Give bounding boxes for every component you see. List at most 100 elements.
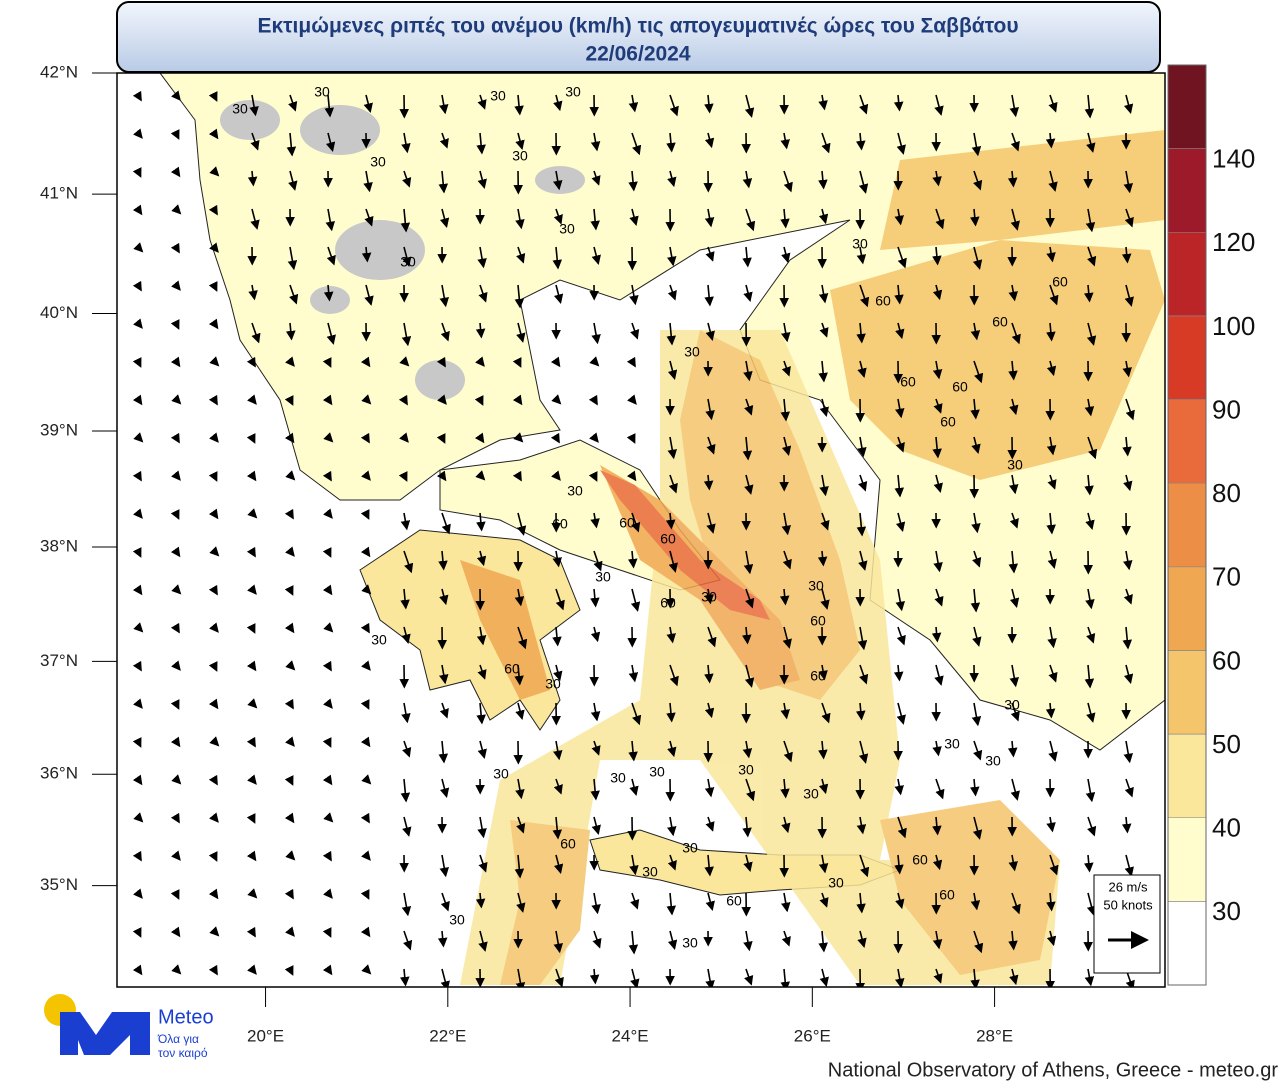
wind-arrow bbox=[285, 546, 295, 557]
wind-arrow bbox=[627, 550, 638, 569]
wind-arrow bbox=[591, 740, 601, 756]
wind-arrow bbox=[818, 930, 828, 953]
wind-arrow bbox=[1083, 284, 1094, 303]
wind-arrow bbox=[626, 470, 637, 482]
wind-arrow bbox=[629, 208, 639, 227]
wind-arrow bbox=[590, 132, 601, 152]
wind-arrows bbox=[132, 90, 1135, 987]
wind-arrow bbox=[516, 816, 526, 834]
wind-arrow bbox=[704, 284, 714, 307]
wind-arrow bbox=[400, 588, 410, 610]
wind-arrow bbox=[707, 626, 717, 648]
wind-arrow bbox=[1124, 778, 1134, 798]
wind-arrow bbox=[1009, 474, 1019, 495]
contour-label: 60 bbox=[939, 887, 955, 903]
wind-arrow bbox=[856, 892, 866, 914]
wind-arrow bbox=[856, 816, 867, 835]
wind-arrow bbox=[133, 698, 143, 709]
wind-arrow bbox=[477, 246, 487, 269]
wind-arrow bbox=[478, 930, 488, 952]
wind-arrow bbox=[821, 132, 831, 154]
wind-arrow bbox=[439, 778, 450, 798]
wind-arrow bbox=[208, 774, 218, 786]
wind-arrow bbox=[439, 702, 449, 719]
wind-arrow bbox=[133, 622, 144, 633]
contour-label: 30 bbox=[512, 148, 528, 164]
wind-arrow bbox=[324, 94, 335, 118]
wind-arrow bbox=[859, 94, 869, 115]
wind-arrow bbox=[208, 851, 218, 862]
wind-arrow bbox=[171, 90, 181, 101]
wind-arrow bbox=[704, 702, 715, 719]
wind-arrow bbox=[208, 281, 218, 292]
wind-arrow bbox=[781, 816, 791, 834]
wind-arrow bbox=[476, 550, 487, 567]
wind-arrow bbox=[667, 246, 677, 267]
wind-arrow bbox=[171, 394, 182, 405]
wind-arrow bbox=[855, 702, 866, 721]
wind-arrow bbox=[285, 322, 296, 341]
colorbar-frame bbox=[1167, 64, 1207, 986]
contour-label: 60 bbox=[504, 661, 520, 677]
wind-arrow bbox=[361, 584, 372, 595]
wind-arrow bbox=[666, 322, 677, 346]
wind-arrow bbox=[514, 854, 525, 879]
wind-arrow bbox=[705, 398, 715, 421]
contour-label: 30 bbox=[490, 88, 506, 104]
wind-arrow bbox=[476, 626, 487, 646]
wind-arrow bbox=[895, 398, 905, 419]
wind-arrow bbox=[208, 471, 218, 482]
wind-arrow bbox=[247, 508, 258, 519]
wind-arrow bbox=[360, 622, 370, 634]
wind-arrow bbox=[1122, 360, 1132, 378]
wind-arrow bbox=[209, 356, 220, 367]
wind-arrow bbox=[1084, 664, 1095, 689]
wind-arrow bbox=[512, 394, 523, 406]
wind-arrow bbox=[1087, 436, 1098, 460]
wind-arrow bbox=[132, 850, 142, 862]
wind-arrow bbox=[705, 322, 715, 342]
wind-arrow bbox=[1084, 474, 1094, 496]
wind-arrow bbox=[1008, 550, 1019, 574]
wind-arrow bbox=[322, 394, 333, 406]
wind-arrow bbox=[478, 854, 488, 873]
wind-arrow bbox=[932, 170, 942, 187]
wind-arrow bbox=[780, 702, 790, 720]
wind-arrow bbox=[401, 626, 411, 645]
colorbar-bin bbox=[1167, 64, 1207, 149]
contour-label: 30 bbox=[314, 84, 330, 100]
wind-arrow bbox=[741, 626, 752, 645]
wind-arrow bbox=[439, 284, 449, 308]
wind-arrow bbox=[818, 740, 828, 760]
wind-arrow bbox=[896, 702, 906, 725]
contour-label: 30 bbox=[985, 753, 1001, 769]
colorbar-label: 50 bbox=[1212, 729, 1241, 759]
wind-arrow bbox=[170, 319, 180, 330]
wind-arrow bbox=[1125, 398, 1135, 421]
wind-arrow bbox=[894, 474, 905, 498]
wind-arrow bbox=[360, 812, 370, 824]
wind-arrow bbox=[859, 284, 870, 308]
contour-label: 30 bbox=[738, 762, 754, 778]
wind-arrow bbox=[1009, 94, 1019, 118]
wind-arrow bbox=[820, 512, 830, 531]
wind-arrow bbox=[132, 584, 143, 596]
wind-arrow bbox=[1047, 626, 1057, 649]
wind-arrow bbox=[667, 284, 677, 301]
wind-arrow bbox=[934, 588, 944, 607]
wind-arrow bbox=[284, 812, 295, 824]
wind-arrow bbox=[322, 547, 332, 558]
wind-arrow bbox=[325, 208, 335, 232]
wind-arrow bbox=[667, 740, 677, 758]
wind-arrow bbox=[1046, 892, 1056, 912]
wind-arrow bbox=[781, 512, 791, 536]
wind-arrow bbox=[322, 927, 332, 938]
wind-arrow bbox=[1086, 892, 1097, 916]
wind-arrow bbox=[170, 432, 180, 444]
wind-arrow bbox=[593, 550, 603, 572]
wind-arrow bbox=[550, 432, 560, 444]
wind-arrow bbox=[288, 94, 298, 112]
wind-arrow bbox=[360, 736, 371, 748]
wind-arrow bbox=[666, 702, 676, 723]
